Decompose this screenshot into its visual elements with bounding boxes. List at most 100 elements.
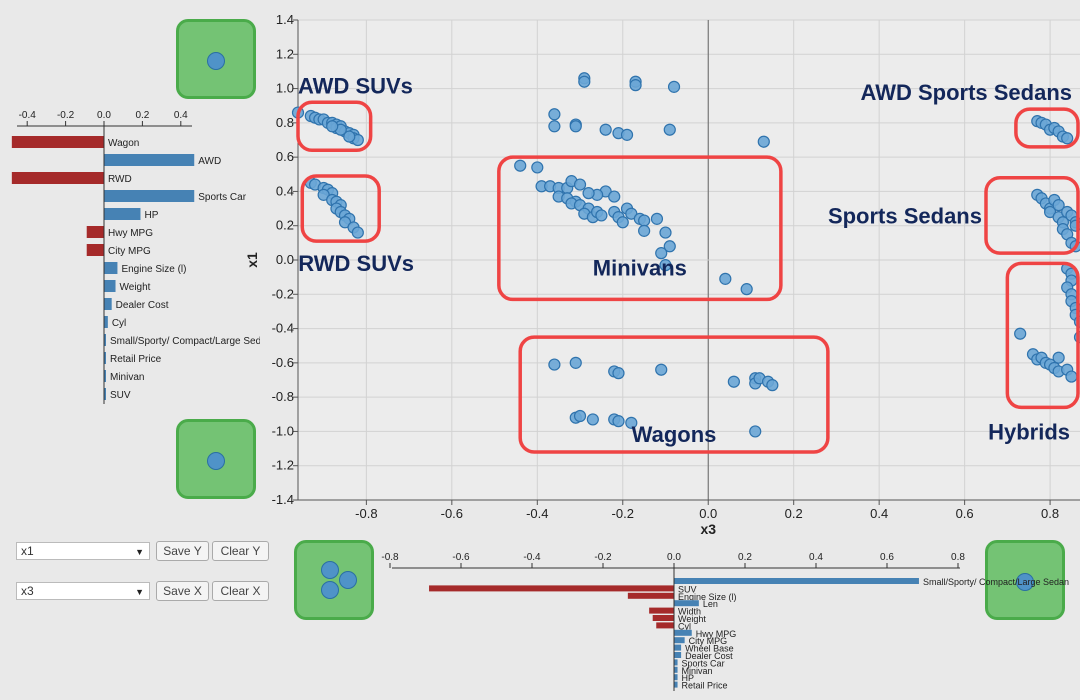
left-bar-label: Hwy MPG bbox=[108, 228, 153, 239]
bottom-bar-label: Width bbox=[678, 607, 701, 617]
bottom-weight-bar bbox=[429, 585, 674, 592]
data-point bbox=[578, 75, 591, 88]
bottom-tick-label: 0.8 bbox=[951, 552, 965, 563]
bottom-weight-bar bbox=[674, 659, 678, 666]
thumbnail-top-left[interactable] bbox=[176, 19, 256, 99]
thumbnail-bottom-right[interactable] bbox=[985, 540, 1065, 620]
cluster-box bbox=[984, 175, 1080, 255]
x-axis-select[interactable]: x3 ▼ bbox=[16, 582, 150, 600]
y-tick-label: -0.8 bbox=[272, 389, 294, 404]
bottom-weight-bar bbox=[674, 666, 678, 673]
x-axis-title: x3 bbox=[700, 521, 716, 537]
thumbnail-mid-left[interactable] bbox=[176, 419, 256, 499]
bottom-weight-chart: -0.8 -0.6 -0.4 -0.2 0.0 0.2 0.4 0.6 0.8 Small/Spo… bbox=[381, 552, 1069, 691]
data-point bbox=[1061, 132, 1074, 145]
bottom-tick-label: 0.6 bbox=[880, 552, 894, 563]
x-tick-label: 0.6 bbox=[956, 506, 974, 521]
data-point bbox=[612, 415, 625, 428]
data-point bbox=[757, 135, 770, 148]
bottom-bar-label: Sports Car bbox=[682, 658, 725, 668]
cluster-box bbox=[1014, 107, 1080, 149]
data-point bbox=[1065, 370, 1078, 383]
single-point-icon bbox=[207, 52, 225, 70]
cluster-label: Hybrids bbox=[988, 419, 1070, 444]
data-point bbox=[629, 79, 642, 92]
bottom-weight-bar bbox=[674, 600, 699, 607]
left-tick-label: 0.2 bbox=[135, 110, 149, 121]
bottom-bar-label: Weight bbox=[678, 614, 706, 624]
cluster-point-icon bbox=[321, 581, 339, 599]
x-tick-label: -0.8 bbox=[355, 506, 377, 521]
y-tick-label: 0.0 bbox=[276, 252, 294, 267]
clear-y-button[interactable]: Clear Y bbox=[212, 541, 269, 561]
data-point bbox=[548, 108, 561, 121]
y-tick-label: -1.4 bbox=[272, 492, 294, 507]
data-point bbox=[749, 425, 762, 438]
left-bar-label: AWD bbox=[198, 156, 221, 167]
data-point bbox=[650, 212, 664, 225]
y-axis-select-value: x1 bbox=[21, 544, 34, 558]
left-bar-label: Engine Size (l) bbox=[121, 264, 186, 275]
left-weight-bar bbox=[104, 154, 195, 166]
cluster-label: Wagons bbox=[632, 422, 717, 447]
data-point bbox=[663, 123, 676, 136]
bottom-tick-label: 0.2 bbox=[738, 552, 752, 563]
cluster-box bbox=[1005, 261, 1080, 410]
left-bar-label: Minivan bbox=[110, 372, 144, 383]
data-point bbox=[659, 259, 672, 272]
cluster-label: Minivans bbox=[593, 255, 687, 280]
data-point bbox=[595, 209, 608, 222]
left-tick-label: 0.4 bbox=[174, 110, 188, 121]
save-y-button[interactable]: Save Y bbox=[156, 541, 209, 561]
left-bar-label: Small/Sporty/ Compact/Large Sedan bbox=[110, 336, 260, 347]
bottom-weight-bar bbox=[652, 615, 674, 621]
y-tick-label: -0.2 bbox=[272, 286, 294, 301]
y-tick-label: -1.2 bbox=[272, 458, 294, 473]
data-point bbox=[351, 226, 364, 239]
bottom-bar-label: City MPG bbox=[689, 636, 728, 646]
bottom-bar-label: Minivan bbox=[682, 666, 713, 676]
single-point-icon bbox=[1016, 573, 1034, 591]
left-weight-bar bbox=[104, 370, 106, 382]
left-weight-bar bbox=[86, 226, 104, 238]
left-weight-chart: -0.4 -0.2 0.0 0.2 0.4 Wagon AWD RWD Sports Car HP… bbox=[11, 110, 260, 404]
data-point bbox=[740, 283, 753, 296]
left-weight-bar bbox=[104, 334, 106, 346]
left-weight-bar bbox=[104, 208, 141, 220]
thumbnail-bottom-cluster[interactable] bbox=[294, 540, 374, 620]
left-weight-bar bbox=[104, 190, 195, 202]
save-x-button[interactable]: Save X bbox=[156, 581, 209, 601]
x-tick-label: 0.2 bbox=[785, 506, 803, 521]
data-point bbox=[1014, 327, 1027, 340]
bottom-weight-bar bbox=[674, 644, 682, 651]
x-tick-label: 0.4 bbox=[870, 506, 888, 521]
scatter-plot[interactable]: -0.8 -0.6 -0.4 -0.2 0.0 0.2 0.4 0.6 0.8 1.4 1.2 1.0… bbox=[240, 0, 1080, 540]
cluster-label: RWD SUVs bbox=[298, 251, 414, 276]
cluster-label: AWD SUVs bbox=[298, 73, 413, 98]
data-point bbox=[582, 187, 595, 200]
y-tick-label: -0.4 bbox=[272, 321, 294, 336]
y-tick-label: -0.6 bbox=[272, 355, 294, 370]
left-weight-bar bbox=[11, 172, 105, 184]
chevron-down-icon: ▼ bbox=[135, 547, 144, 557]
clear-x-button[interactable]: Clear X bbox=[212, 581, 269, 601]
y-axis-select[interactable]: x1 ▼ bbox=[16, 542, 150, 560]
data-point bbox=[569, 356, 582, 369]
single-point-icon bbox=[207, 452, 225, 470]
left-bar-label: Weight bbox=[120, 282, 151, 293]
left-weight-bar bbox=[104, 316, 108, 328]
data-point bbox=[667, 80, 681, 93]
bottom-tick-label: 0.0 bbox=[667, 552, 681, 563]
y-tick-label: 1.2 bbox=[276, 46, 294, 61]
y-tick-label: 0.6 bbox=[276, 149, 294, 164]
data-point bbox=[531, 161, 544, 174]
left-weight-bar bbox=[86, 244, 104, 256]
chevron-down-icon: ▼ bbox=[135, 587, 144, 597]
cluster-label: AWD Sports Sedans bbox=[861, 80, 1072, 105]
cluster-label: Sports Sedans bbox=[828, 203, 982, 228]
data-point bbox=[766, 379, 779, 392]
y-tick-label: 0.4 bbox=[276, 183, 294, 198]
bottom-weight-bar bbox=[627, 592, 674, 599]
x-axis-select-value: x3 bbox=[21, 584, 34, 598]
left-weight-bar bbox=[104, 352, 106, 364]
